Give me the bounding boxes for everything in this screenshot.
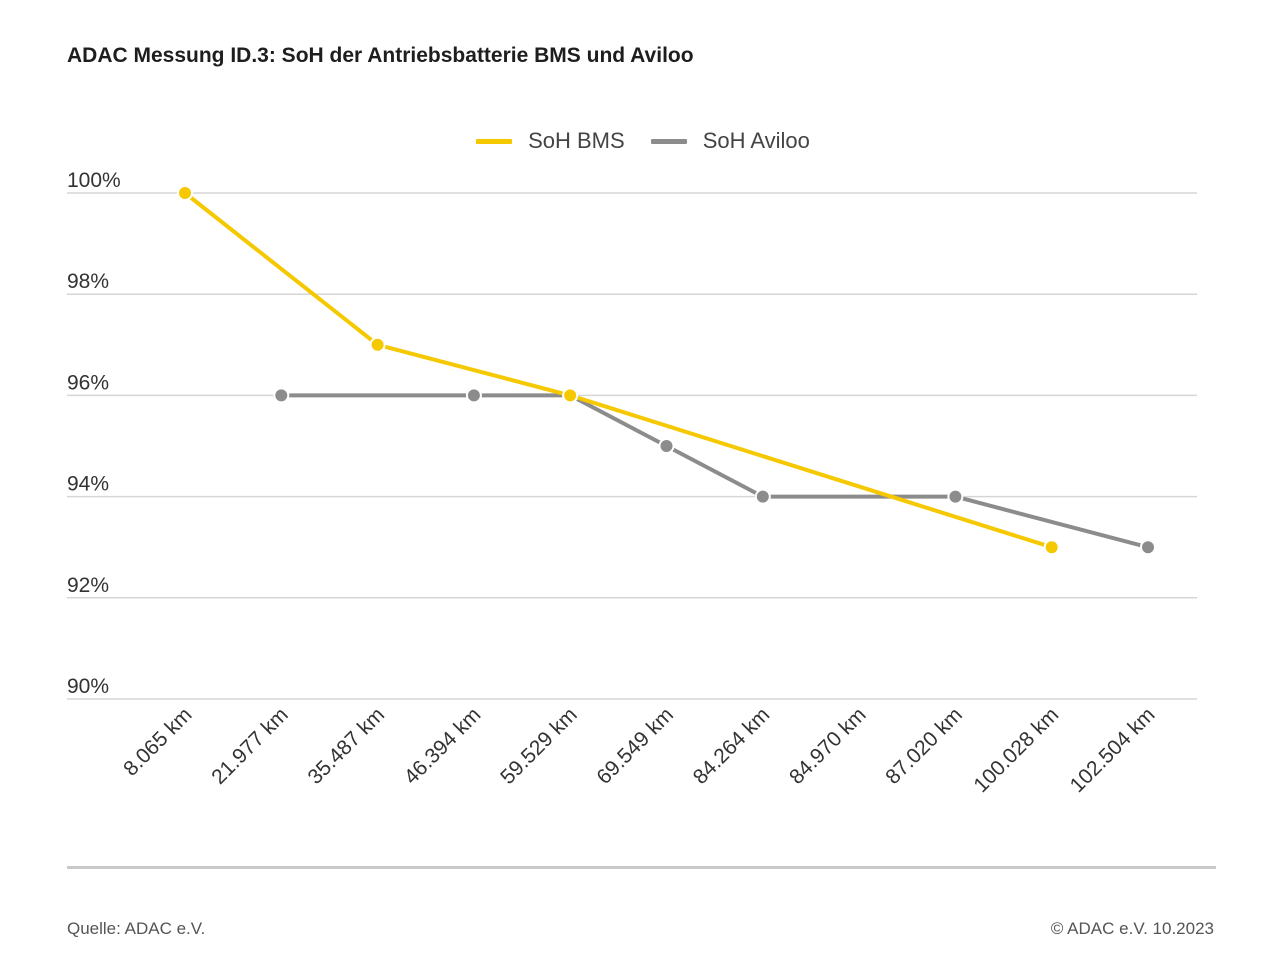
- x-tick-label: 21.977 km: [207, 703, 293, 789]
- legend-item-aviloo: SoH Aviloo: [645, 128, 810, 154]
- series-line-bms: [183, 191, 1054, 550]
- y-tick-label: 94%: [67, 473, 109, 496]
- y-tick-label: 100%: [67, 169, 121, 192]
- copyright-note: © ADAC e.V. 10.2023: [1050, 919, 1214, 938]
- data-point-aviloo: [465, 387, 482, 404]
- legend-label-aviloo: SoH Aviloo: [702, 128, 810, 153]
- x-tick-label: 8.065 km: [119, 703, 196, 780]
- data-point-bms: [1043, 539, 1060, 556]
- data-point-bms: [177, 185, 193, 201]
- data-point-aviloo: [754, 488, 771, 505]
- data-point-bms: [369, 336, 386, 353]
- x-tick-label: 100.028 km: [969, 703, 1063, 797]
- legend-swatch-aviloo: [650, 138, 687, 144]
- x-tick-label: 87.020 km: [881, 703, 967, 789]
- legend-item-bms: SoH BMS: [470, 128, 625, 154]
- source-note: Quelle: ADAC e.V.: [67, 919, 206, 938]
- data-point-aviloo: [658, 438, 675, 454]
- data-point-bms: [562, 387, 579, 404]
- data-point-aviloo: [1140, 539, 1156, 556]
- y-tick-label: 96%: [67, 371, 109, 394]
- chart-title: ADAC Messung ID.3: SoH der Antriebsbatte…: [67, 44, 694, 67]
- y-tick-label: 90%: [67, 675, 109, 698]
- x-tick-label: 46.394 km: [400, 703, 486, 789]
- x-tick-label: 84.264 km: [689, 703, 775, 789]
- legend-swatch-bms: [476, 138, 513, 144]
- chart-legend: SoH BMS SoH Aviloo: [0, 128, 1280, 154]
- x-tick-label: 35.487 km: [304, 703, 390, 789]
- y-tick-label: 92%: [67, 574, 109, 597]
- x-tick-label: 84.970 km: [785, 703, 871, 789]
- x-tick-label: 59.529 km: [496, 703, 582, 789]
- footer-divider: [67, 866, 1216, 869]
- series-line-aviloo: [279, 393, 1150, 550]
- y-tick-label: 98%: [67, 270, 109, 293]
- data-point-aviloo: [273, 387, 290, 404]
- x-tick-label: 69.549 km: [592, 703, 678, 789]
- legend-label-bms: SoH BMS: [528, 128, 625, 153]
- data-point-aviloo: [947, 488, 964, 505]
- x-tick-label: 102.504 km: [1066, 703, 1160, 797]
